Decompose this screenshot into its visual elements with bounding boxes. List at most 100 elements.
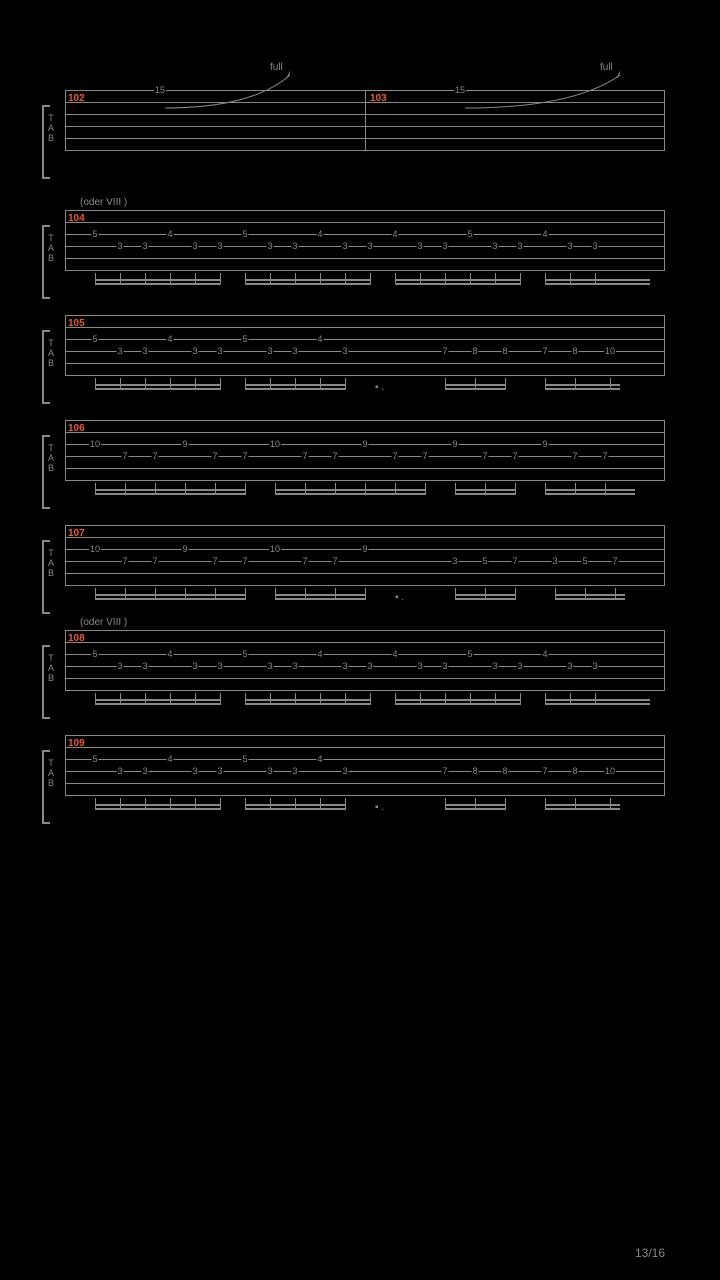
dotted-rest: ▪ . <box>395 592 404 603</box>
beam-group <box>455 480 515 498</box>
fret-number: 8 <box>571 766 578 776</box>
fret-number: 3 <box>266 241 273 251</box>
fret-number: 3 <box>591 241 598 251</box>
beam-group <box>545 795 620 813</box>
fret-number: 7 <box>121 556 128 566</box>
tab-staff: 533433533433433533433 <box>65 630 665 690</box>
fret-number: 7 <box>211 556 218 566</box>
fret-number: 4 <box>166 754 173 764</box>
staff-line <box>65 642 665 643</box>
beam <box>245 703 370 705</box>
stem <box>345 798 346 810</box>
fret-number: 9 <box>181 544 188 554</box>
stem <box>365 588 366 600</box>
barline <box>65 315 66 375</box>
fret-number: 15 <box>154 85 166 95</box>
fret-number: 4 <box>166 229 173 239</box>
fret-number: 4 <box>166 334 173 344</box>
beam <box>95 493 245 495</box>
beam-group <box>95 270 220 288</box>
staff-line <box>65 210 665 211</box>
beam <box>95 384 220 386</box>
fret-number: 3 <box>191 241 198 251</box>
fret-number: 8 <box>571 346 578 356</box>
beam-group <box>245 375 345 393</box>
staff-line <box>65 678 665 679</box>
fret-number: 3 <box>591 661 598 671</box>
vibrato-line <box>395 307 455 311</box>
fret-number: 3 <box>266 346 273 356</box>
staff-line <box>65 363 665 364</box>
beam <box>95 804 220 806</box>
fret-number: 5 <box>241 334 248 344</box>
stem <box>520 273 521 285</box>
staff-line <box>65 630 665 631</box>
fret-number: 5 <box>466 229 473 239</box>
stem <box>220 378 221 390</box>
beam <box>395 699 520 701</box>
fret-number: 3 <box>116 661 123 671</box>
tab-system: (oder VIII )108TAB533433533433433533433 <box>50 630 670 690</box>
barline <box>664 90 665 150</box>
beam <box>545 279 650 281</box>
stem <box>515 483 516 495</box>
tab-clef: TAB <box>48 758 55 788</box>
beam-group <box>95 375 220 393</box>
staff-line <box>65 537 665 538</box>
fret-number: 5 <box>466 649 473 659</box>
beam <box>555 594 625 596</box>
beam <box>95 388 220 390</box>
beam <box>95 699 220 701</box>
fret-number: 7 <box>511 451 518 461</box>
beam-group <box>545 690 650 708</box>
beam <box>395 283 520 285</box>
fret-number: 7 <box>601 451 608 461</box>
fret-number: 5 <box>91 649 98 659</box>
fret-number: 5 <box>91 334 98 344</box>
fret-number: 5 <box>91 229 98 239</box>
fret-number: 3 <box>341 346 348 356</box>
barline <box>65 420 66 480</box>
fret-number: 4 <box>541 229 548 239</box>
fret-number: 3 <box>191 346 198 356</box>
beam <box>445 804 505 806</box>
fret-number: 3 <box>551 556 558 566</box>
barline <box>664 420 665 480</box>
barline <box>65 525 66 585</box>
vibrato-line <box>80 48 665 52</box>
fret-number: 3 <box>141 241 148 251</box>
staff-line <box>65 432 665 433</box>
stem <box>370 273 371 285</box>
tab-page: fullfull102103TAB1515(oder VIII )104TAB5… <box>0 0 720 1280</box>
tab-clef: TAB <box>48 548 55 578</box>
stem <box>425 483 426 495</box>
fret-number: 3 <box>191 766 198 776</box>
fret-number: 10 <box>604 346 616 356</box>
staff-line <box>65 747 665 748</box>
fret-number: 4 <box>391 229 398 239</box>
fret-number: 3 <box>141 346 148 356</box>
text-annotation: (oder VIII ) <box>80 617 127 628</box>
fret-number: 3 <box>216 661 223 671</box>
tab-staff: 1515 <box>65 90 665 150</box>
beam <box>95 598 245 600</box>
beam-group <box>455 585 515 603</box>
fret-number: 10 <box>89 544 101 554</box>
beam <box>95 703 220 705</box>
beam <box>545 808 620 810</box>
beam <box>455 594 515 596</box>
staff-line <box>65 339 665 340</box>
fret-number: 10 <box>89 439 101 449</box>
beam <box>455 493 515 495</box>
fret-number: 3 <box>341 241 348 251</box>
fret-number: 5 <box>241 229 248 239</box>
beam-group <box>95 480 245 498</box>
fret-number: 4 <box>316 754 323 764</box>
fret-number: 7 <box>211 451 218 461</box>
tab-system: (oder VIII )104TAB533433533433433533433 <box>50 210 670 270</box>
barline <box>664 525 665 585</box>
beam <box>275 598 365 600</box>
stem <box>505 798 506 810</box>
systems-container: fullfull102103TAB1515(oder VIII )104TAB5… <box>50 90 670 795</box>
fret-number: 3 <box>141 766 148 776</box>
